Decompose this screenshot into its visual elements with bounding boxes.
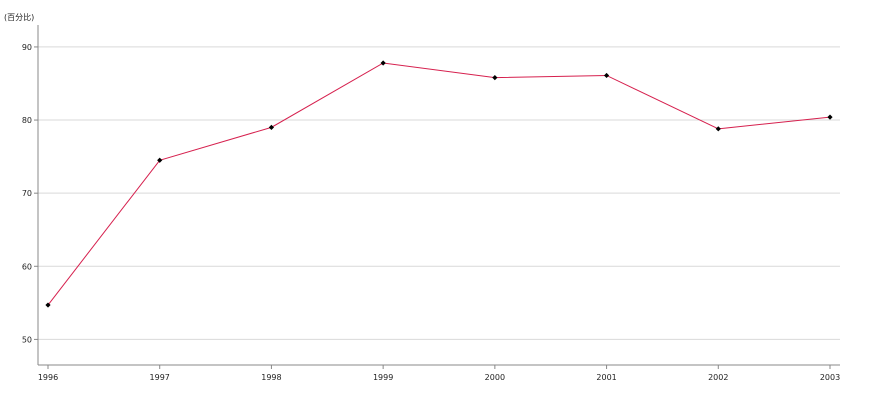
- data-point-1998: [268, 124, 275, 130]
- y-tick-labels: 50 60 70 80 90: [22, 43, 38, 344]
- x-tick-label-1998: 1998: [261, 373, 281, 382]
- axes: [37, 25, 840, 366]
- y-tick-label-70: 70: [22, 189, 32, 198]
- series-line-0: [47, 62, 831, 306]
- y-tick-label-80: 80: [22, 116, 32, 125]
- x-tick-label-2002: 2002: [708, 373, 728, 382]
- data-point-2003: [827, 114, 833, 120]
- y-tick-label-50: 50: [22, 335, 32, 344]
- data-point-1996: [45, 302, 51, 308]
- x-tick-label-2000: 2000: [485, 373, 505, 382]
- y-axis-unit-label: (百分比): [4, 12, 34, 22]
- x-tick-label-1996: 1996: [38, 373, 58, 382]
- data-point-2002: [715, 126, 721, 132]
- grid-lines: [38, 46, 840, 340]
- y-tick-label-60: 60: [22, 262, 32, 271]
- marker-layer: [45, 60, 833, 308]
- x-tick-labels: 1996 1997 1998 1999 2000 2001 2002 2003: [38, 365, 840, 382]
- x-tick-label-2003: 2003: [820, 373, 840, 382]
- y-tick-label-90: 90: [22, 43, 32, 52]
- x-tick-label-1999: 1999: [373, 373, 393, 382]
- data-point-2000: [492, 75, 498, 81]
- x-tick-label-1997: 1997: [150, 373, 170, 382]
- data-point-2001: [603, 72, 610, 79]
- data-point-1999: [380, 60, 386, 66]
- series-layer: [47, 62, 831, 306]
- data-point-1997: [157, 157, 163, 163]
- x-tick-label-2001: 2001: [596, 373, 616, 382]
